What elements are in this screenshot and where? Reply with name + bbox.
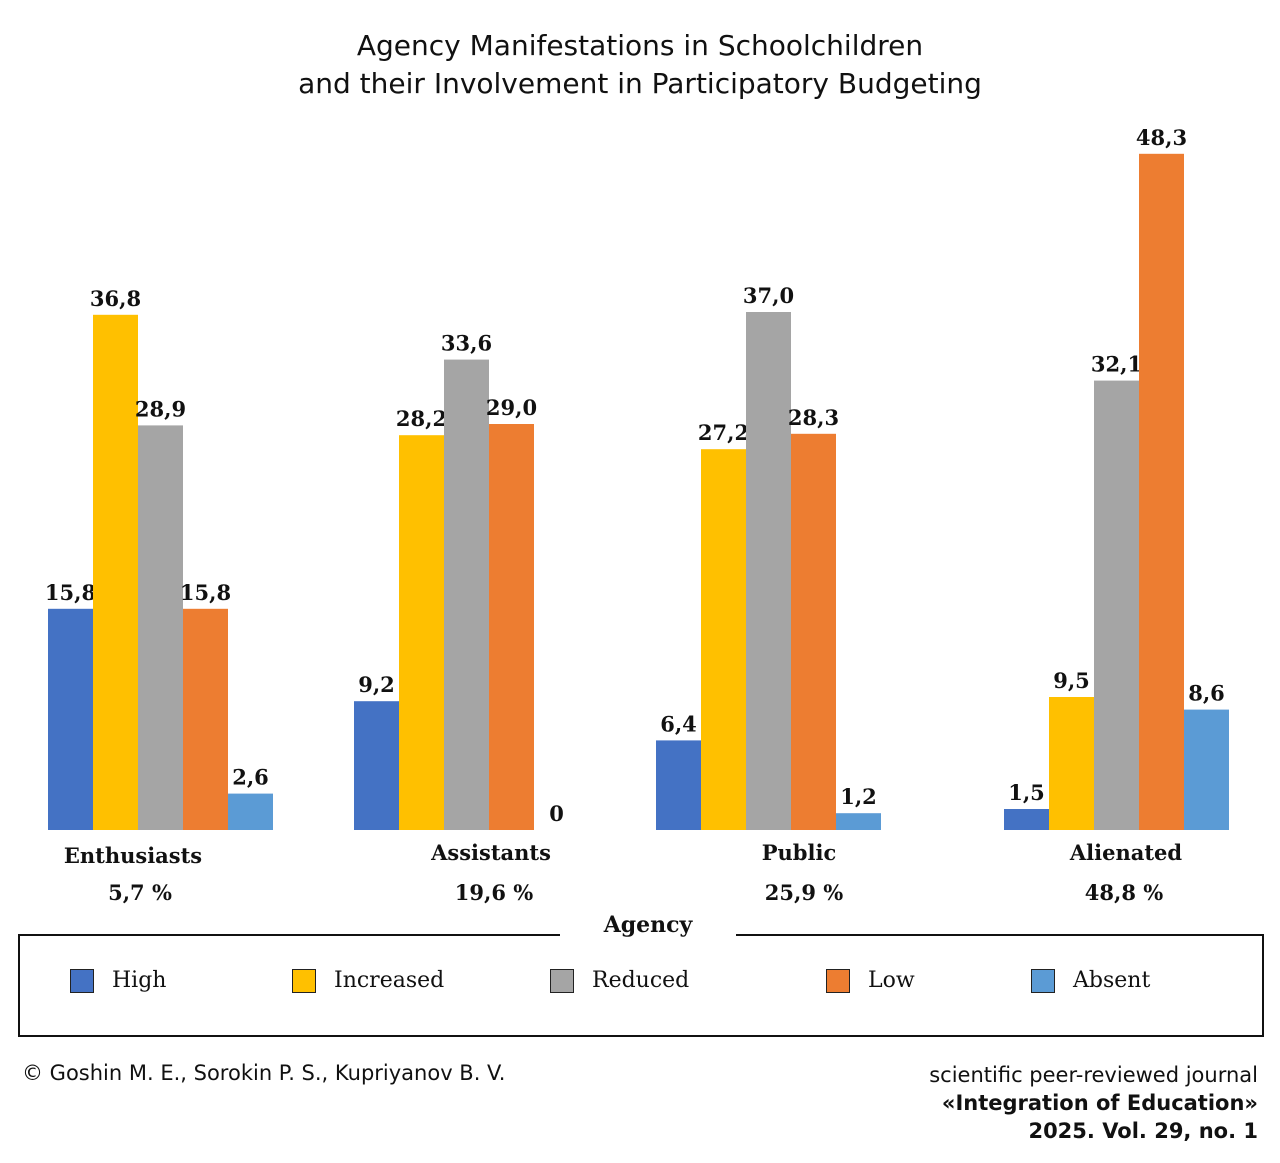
legend-swatch-low: [826, 968, 850, 993]
legend-swatch-absent: [1031, 968, 1055, 993]
legend-label-reduced: Reduced: [592, 968, 690, 993]
category-label-assistants: Assistants: [431, 840, 551, 865]
legend-swatch-high: [70, 968, 94, 993]
journal-line-3: 2025. Vol. 29, no. 1: [1028, 1119, 1258, 1143]
data-label-low-public: 28,3: [788, 405, 839, 430]
legend-label-increased: Increased: [334, 968, 445, 993]
bar-reduced-enthusiasts: [138, 425, 183, 830]
bar-increased-public: [701, 449, 746, 830]
category-label-alienated: Alienated: [1069, 840, 1183, 865]
journal-info: scientific peer-reviewed journal «Integr…: [929, 1061, 1258, 1145]
bar-increased-enthusiasts: [93, 314, 138, 830]
chart-title-line-2: and their Involvement in Participatory B…: [298, 67, 982, 100]
bar-chart: 15,8 9,2 6,4 1,5 36,8 28,2 27,2 9,5 28,9 33,6 37,0…: [45, 125, 1229, 831]
legend-label-high: High: [112, 968, 167, 993]
category-share-alienated: 48,8 %: [1084, 880, 1164, 905]
data-label-absent-enthusiasts: 2,6: [232, 765, 269, 790]
bar-low-assistants: [489, 424, 534, 830]
journal-line-2: «Integration of Education»: [941, 1091, 1258, 1115]
chart-title-line-1: Agency Manifestations in Schoolchildren: [356, 29, 924, 62]
legend-item-high: High: [70, 968, 166, 993]
data-label-high-alienated: 1,5: [1008, 780, 1045, 805]
data-label-low-enthusiasts: 15,8: [180, 580, 231, 605]
data-label-increased-enthusiasts: 36,8: [90, 286, 141, 311]
bar-reduced-alienated: [1094, 380, 1139, 830]
legend-swatch-increased: [292, 968, 316, 993]
legend-label-absent: Absent: [1073, 968, 1151, 993]
bar-low-enthusiasts: [183, 608, 228, 830]
legend-item-absent: Absent: [1031, 968, 1150, 993]
data-label-high-enthusiasts: 15,8: [45, 580, 96, 605]
legend-swatch-reduced: [550, 968, 574, 993]
bar-high-assistants: [354, 701, 399, 830]
data-label-increased-assistants: 28,2: [396, 406, 447, 431]
bar-reduced-public: [746, 312, 791, 830]
category-share-enthusiasts: 5,7 %: [108, 880, 172, 905]
bar-increased-assistants: [399, 435, 444, 830]
data-label-high-public: 6,4: [660, 711, 697, 736]
data-label-high-assistants: 9,2: [358, 672, 395, 697]
category-share-assistants: 19,6 %: [454, 880, 534, 905]
copyright-text: © Goshin M. E., Sorokin P. S., Kupriyano…: [22, 1061, 506, 1085]
data-label-reduced-enthusiasts: 28,9: [135, 396, 186, 421]
bar-high-alienated: [1004, 809, 1049, 830]
data-label-reduced-assistants: 33,6: [441, 331, 492, 356]
bar-low-alienated: [1139, 153, 1184, 831]
data-label-increased-alienated: 9,5: [1053, 668, 1090, 693]
data-label-increased-public: 27,2: [698, 420, 749, 445]
bar-absent-alienated: [1184, 709, 1229, 830]
legend-item-increased: Increased: [292, 968, 444, 993]
bar-absent-enthusiasts: [228, 793, 273, 830]
journal-line-1: scientific peer-reviewed journal: [929, 1063, 1258, 1087]
category-label-enthusiasts: Enthusiasts: [63, 843, 203, 868]
data-label-reduced-public: 37,0: [743, 283, 794, 308]
category-label-public: Public: [761, 840, 837, 865]
data-label-low-alienated: 48,3: [1136, 125, 1187, 150]
data-label-low-assistants: 29,0: [486, 395, 537, 420]
legend-item-reduced: Reduced: [550, 968, 689, 993]
legend-title: Agency: [560, 912, 736, 938]
data-label-absent-public: 1,2: [840, 784, 877, 809]
data-label-absent-assistants: 0: [549, 801, 564, 826]
bar-absent-public: [836, 813, 881, 830]
data-label-absent-alienated: 8,6: [1188, 681, 1225, 706]
bar-high-public: [656, 740, 701, 830]
bar-high-enthusiasts: [48, 608, 93, 830]
legend-item-low: Low: [826, 968, 915, 993]
legend-label-low: Low: [868, 968, 915, 993]
bar-low-public: [791, 433, 836, 830]
data-label-reduced-alienated: 32,1: [1091, 352, 1142, 377]
bar-increased-alienated: [1049, 697, 1094, 830]
bar-reduced-assistants: [444, 359, 489, 830]
category-share-public: 25,9 %: [764, 880, 844, 905]
